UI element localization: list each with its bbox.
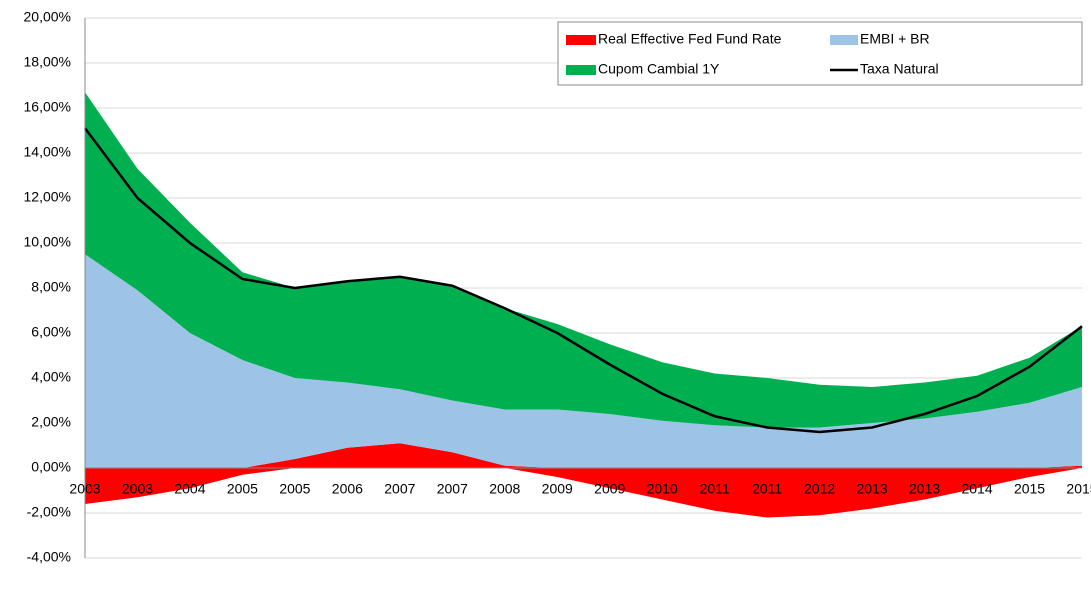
area bbox=[85, 443, 1082, 518]
y-tick-label: 14,00% bbox=[24, 144, 71, 160]
legend-swatch bbox=[830, 35, 858, 45]
x-tick-label: 2013 bbox=[909, 481, 940, 497]
y-tick-label: 16,00% bbox=[24, 99, 71, 115]
y-tick-label: 12,00% bbox=[24, 189, 71, 205]
y-tick-label: 0,00% bbox=[31, 459, 71, 475]
x-tick-label: 2005 bbox=[279, 481, 310, 497]
x-tick-label: 2004 bbox=[174, 481, 205, 497]
x-tick-label: 2009 bbox=[594, 481, 625, 497]
legend-label: Taxa Natural bbox=[860, 61, 939, 77]
y-tick-label: 10,00% bbox=[24, 234, 71, 250]
legend-swatch bbox=[566, 35, 596, 45]
y-tick-label: 18,00% bbox=[24, 54, 71, 70]
x-tick-label: 2006 bbox=[332, 481, 363, 497]
x-tick-label: 2005 bbox=[227, 481, 258, 497]
legend-label: EMBI + BR bbox=[860, 31, 930, 47]
x-tick-label: 2007 bbox=[437, 481, 468, 497]
x-tick-label: 2012 bbox=[804, 481, 835, 497]
x-tick-label: 2010 bbox=[647, 481, 678, 497]
y-tick-label: 6,00% bbox=[31, 324, 71, 340]
line bbox=[84, 127, 1083, 434]
y-tick-label: 4,00% bbox=[31, 369, 71, 385]
y-tick-label: -4,00% bbox=[27, 549, 71, 565]
x-tick-label: 2011 bbox=[700, 481, 730, 497]
x-tick-label: 2003 bbox=[69, 481, 100, 497]
x-tick-label: 2007 bbox=[384, 481, 415, 497]
legend-label: Real Effective Fed Fund Rate bbox=[598, 31, 782, 47]
y-tick-label: 2,00% bbox=[31, 414, 71, 430]
x-tick-label: 2008 bbox=[489, 481, 520, 497]
y-tick-label: 8,00% bbox=[31, 279, 71, 295]
y-tick-label: 20,00% bbox=[24, 9, 71, 25]
legend-swatch bbox=[566, 65, 596, 75]
x-tick-label: 2013 bbox=[857, 481, 888, 497]
area bbox=[85, 92, 1082, 428]
x-tick-label: 2014 bbox=[961, 481, 992, 497]
legend-label: Cupom Cambial 1Y bbox=[598, 61, 720, 77]
x-tick-label: 2015 bbox=[1066, 481, 1091, 497]
x-tick-label: 2015 bbox=[1014, 481, 1045, 497]
x-tick-label: 2003 bbox=[122, 481, 153, 497]
x-tick-label: 2011 bbox=[752, 481, 782, 497]
legend-box bbox=[557, 21, 1083, 86]
y-tick-label: -2,00% bbox=[27, 504, 71, 520]
area bbox=[85, 254, 1082, 468]
x-tick-label: 2009 bbox=[542, 481, 573, 497]
